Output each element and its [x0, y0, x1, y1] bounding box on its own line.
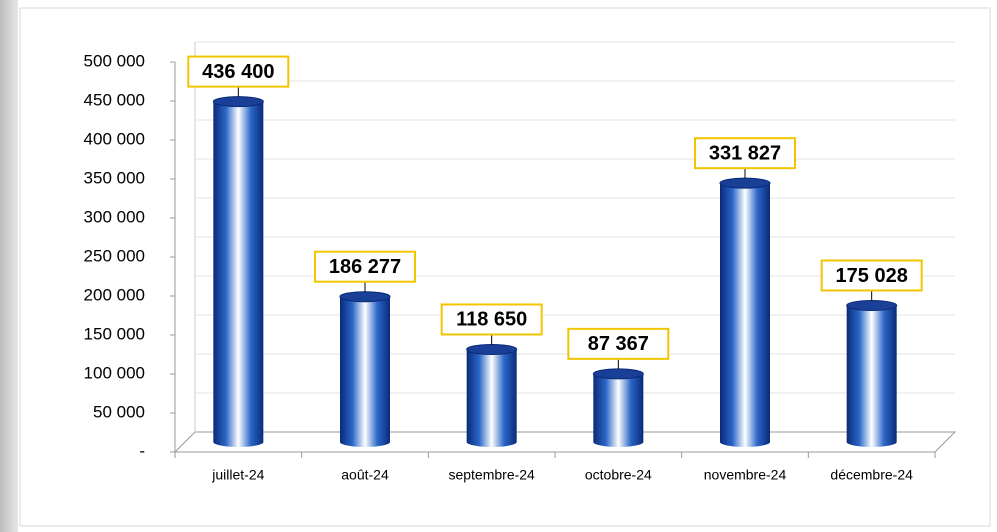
value-label-box	[820, 259, 923, 292]
value-label-box	[694, 137, 796, 170]
y-tick-label: 250 000	[84, 246, 145, 265]
x-tick-label: novembre-24	[704, 467, 787, 483]
x-tick-label: décembre-24	[830, 467, 913, 483]
value-label: 331 827	[709, 142, 781, 164]
value-label-box	[567, 327, 670, 360]
bar	[593, 373, 644, 447]
y-tick-label: 300 000	[84, 207, 145, 226]
y-tick-label: 100 000	[84, 363, 145, 382]
value-label: 87 367	[588, 333, 649, 355]
bar-top	[592, 368, 644, 380]
y-tick-label: 350 000	[84, 168, 145, 187]
value-label-box	[314, 250, 416, 283]
bar	[466, 349, 517, 447]
x-tick-label: septembre-24	[448, 467, 535, 483]
value-label-box	[440, 303, 543, 336]
value-label: 186 277	[329, 256, 401, 278]
bar-top	[212, 96, 264, 108]
bar-top	[846, 299, 898, 311]
floor	[173, 431, 957, 453]
bar	[340, 296, 390, 447]
value-label: 175 028	[836, 265, 908, 287]
value-label: 118 650	[456, 309, 527, 331]
value-label: 436 400	[202, 61, 274, 83]
y-tick-label: 500 000	[84, 51, 145, 70]
x-tick-label: octobre-24	[585, 467, 652, 483]
chart-border	[19, 7, 991, 527]
bar	[846, 305, 897, 447]
value-label-box	[187, 55, 290, 88]
y-tick-label: 50 000	[93, 402, 145, 421]
bar	[213, 101, 264, 447]
y-tick-label: 150 000	[84, 324, 145, 343]
bar-top	[466, 343, 518, 355]
y-tick-label: -	[139, 441, 145, 460]
side-strip	[0, 0, 18, 532]
x-tick-label: août-24	[341, 467, 389, 483]
bar	[720, 183, 770, 448]
y-tick-label: 200 000	[84, 285, 145, 304]
bar-top	[719, 177, 771, 189]
y-tick-label: 450 000	[84, 90, 145, 109]
x-tick-label: juillet-24	[211, 467, 264, 483]
bar-top	[339, 291, 391, 303]
y-tick-label: 400 000	[84, 129, 145, 148]
